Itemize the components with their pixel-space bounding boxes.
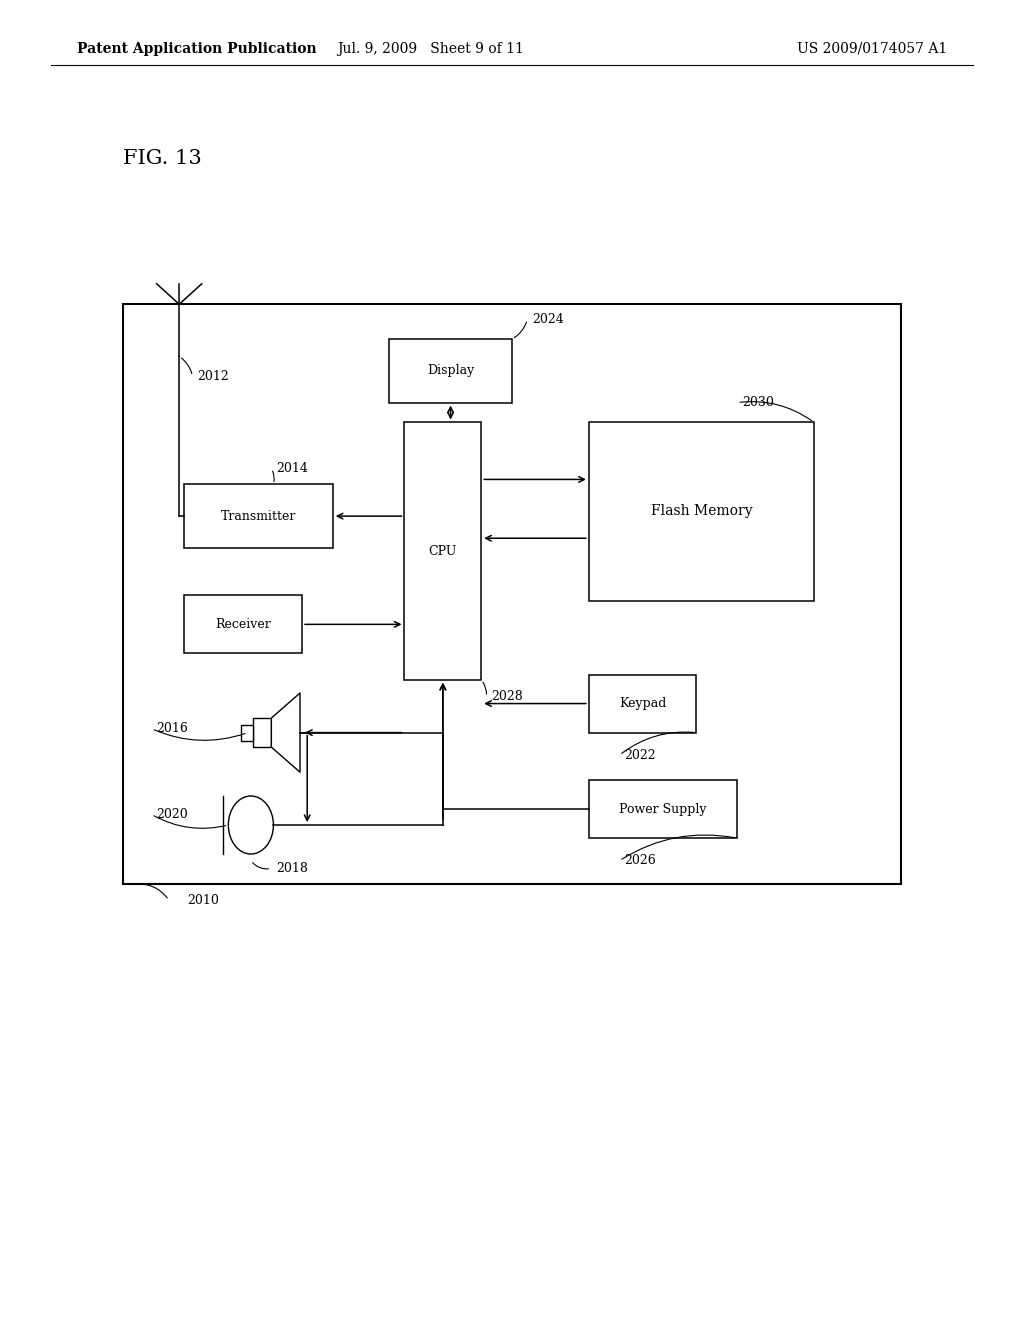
Text: 2026: 2026 [625, 854, 656, 867]
Text: 2012: 2012 [198, 370, 229, 383]
Circle shape [228, 796, 273, 854]
Text: 2028: 2028 [492, 690, 523, 704]
Text: Jul. 9, 2009   Sheet 9 of 11: Jul. 9, 2009 Sheet 9 of 11 [337, 42, 523, 55]
Bar [184, 484, 333, 548]
Bar [389, 339, 512, 403]
Text: 2014: 2014 [276, 462, 308, 475]
Text: 2010: 2010 [187, 894, 219, 907]
Text: Receiver: Receiver [215, 618, 271, 631]
Text: 2018: 2018 [276, 862, 308, 875]
Text: 2024: 2024 [532, 313, 564, 326]
Bar [589, 422, 814, 601]
Text: CPU: CPU [429, 545, 457, 557]
Bar [253, 718, 271, 747]
Bar [123, 304, 901, 884]
Text: 2030: 2030 [742, 396, 774, 409]
Text: Keypad: Keypad [618, 697, 667, 710]
Text: Patent Application Publication: Patent Application Publication [77, 42, 316, 55]
Polygon shape [271, 693, 300, 772]
Text: 2016: 2016 [157, 722, 188, 735]
Text: Display: Display [427, 364, 474, 378]
Text: 2020: 2020 [157, 808, 188, 821]
Bar [589, 675, 696, 733]
Text: 2022: 2022 [625, 748, 656, 762]
Text: FIG. 13: FIG. 13 [123, 149, 202, 168]
Bar [184, 595, 302, 653]
Bar [404, 422, 481, 680]
Text: Transmitter: Transmitter [221, 510, 296, 523]
Bar [589, 780, 737, 838]
Text: US 2009/0174057 A1: US 2009/0174057 A1 [797, 42, 947, 55]
Bar [241, 725, 253, 741]
Text: Flash Memory: Flash Memory [650, 504, 753, 519]
Text: Power Supply: Power Supply [620, 803, 707, 816]
